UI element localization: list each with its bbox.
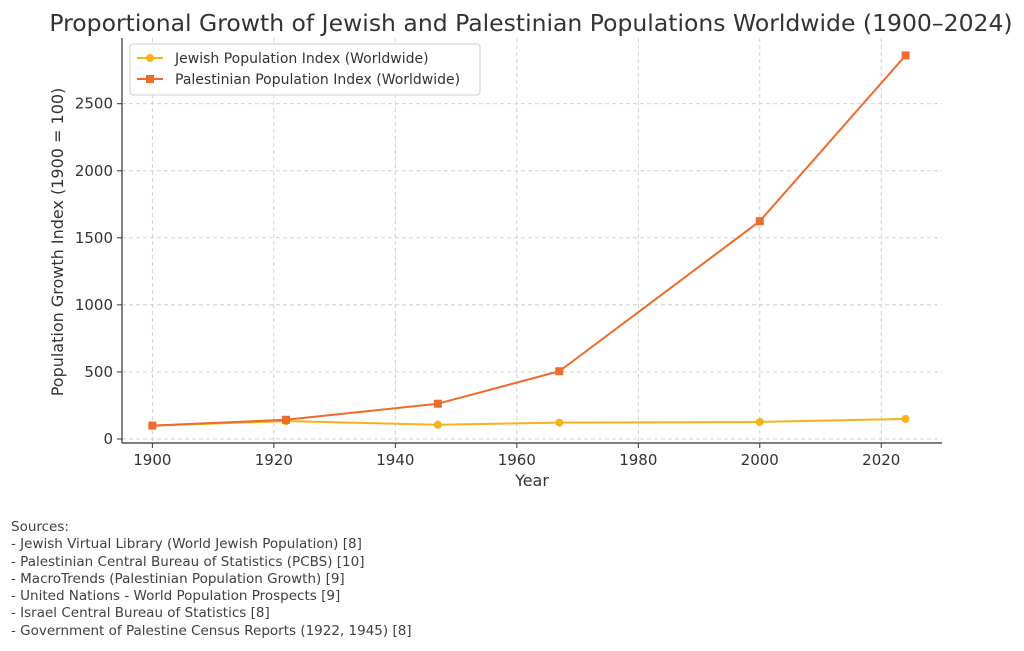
data-point — [555, 418, 564, 427]
data-point — [755, 417, 764, 426]
data-point — [901, 414, 910, 423]
chart-title: Proportional Growth of Jewish and Palest… — [49, 9, 1012, 37]
x-tick-label: 1980 — [619, 451, 657, 469]
series-2 — [148, 51, 910, 430]
x-tick-label: 1940 — [376, 451, 414, 469]
x-tick-label: 1960 — [498, 451, 536, 469]
series-line — [152, 417, 906, 427]
sources-note: Sources: - Jewish Virtual Library (World… — [11, 519, 412, 640]
legend-marker — [146, 75, 154, 83]
data-point — [433, 399, 442, 408]
x-axis-label: Year — [514, 471, 549, 490]
axes — [117, 38, 942, 448]
series-1 — [148, 414, 910, 430]
source-item: - Government of Palestine Census Reports… — [11, 622, 412, 639]
source-item: - Israel Central Bureau of Statistics [8… — [11, 605, 270, 622]
data-point — [282, 415, 290, 424]
y-tick-label: 1500 — [75, 229, 113, 247]
y-tick-label: 500 — [84, 363, 113, 381]
sources-heading: Sources: — [11, 519, 69, 535]
tick-labels: 1900 1920 1940 1960 1980 2000 2020 0 500 1000 1500… — [75, 95, 901, 469]
data-point — [901, 51, 910, 60]
x-tick-label: 2020 — [862, 451, 900, 469]
x-tick-label: 1900 — [133, 451, 171, 469]
x-tick-label: 2000 — [741, 451, 779, 469]
source-item: - Palestinian Central Bureau of Statisti… — [11, 553, 365, 570]
data-series — [148, 51, 910, 430]
y-tick-label: 2500 — [75, 95, 113, 113]
data-point — [555, 367, 564, 376]
legend-label: Jewish Population Index (Worldwide) — [174, 51, 429, 67]
grid-lines — [122, 38, 942, 443]
y-tick-label: 0 — [103, 430, 113, 448]
y-tick-label: 2000 — [75, 162, 113, 180]
population-growth-chart: Proportional Growth of Jewish and Palest… — [48, 9, 1013, 490]
y-tick-label: 1000 — [75, 296, 113, 314]
data-point — [433, 420, 442, 429]
source-item: - United Nations - World Population Pros… — [11, 588, 341, 605]
legend-entry: Jewish Population Index (Worldwide) — [137, 51, 429, 67]
source-item: - MacroTrends (Palestinian Population Gr… — [11, 570, 345, 587]
data-point — [755, 217, 764, 226]
series-line — [152, 54, 907, 427]
source-item: - Jewish Virtual Library (World Jewish P… — [11, 536, 362, 553]
legend-box — [129, 43, 481, 96]
legend-entry: Palestinian Population Index (Worldwide) — [137, 72, 460, 88]
legend-marker — [146, 54, 154, 62]
x-tick-label: 1920 — [255, 451, 293, 469]
y-axis-label: Population Growth Index (1900 = 100) — [48, 88, 67, 397]
legend: Jewish Population Index (Worldwide) Pales… — [129, 43, 481, 96]
legend-label: Palestinian Population Index (Worldwide) — [175, 72, 460, 88]
data-point — [148, 421, 157, 430]
